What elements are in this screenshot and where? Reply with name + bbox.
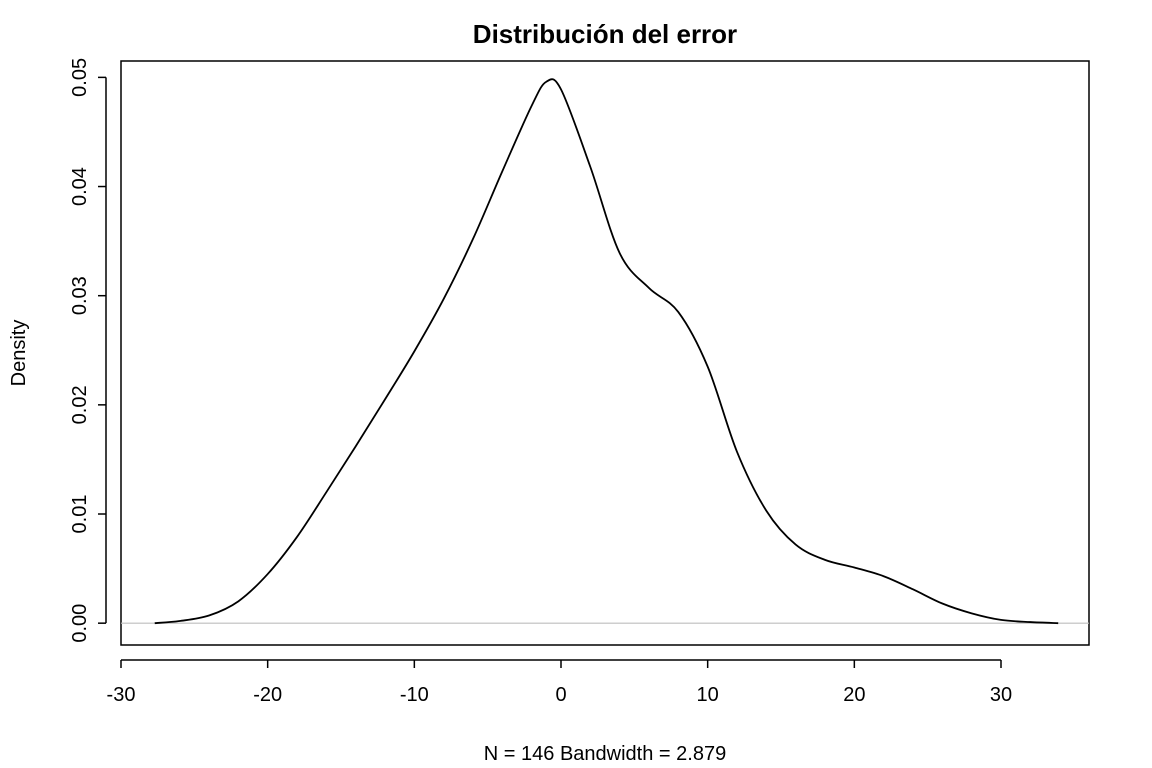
x-tick-label: 30: [990, 684, 1012, 706]
x-tick-label: 10: [697, 684, 719, 706]
y-tick-label: 0.01: [69, 495, 91, 534]
x-tick-label: -10: [400, 684, 429, 706]
y-axis: 0.00 0.01 0.02 0.03 0.04 0.05: [69, 58, 107, 643]
x-tick-label: -30: [107, 684, 136, 706]
density-curve: [154, 78, 1059, 625]
y-tick-label: 0.02: [69, 385, 91, 424]
x-axis: -30 -20 -10 0 10 20 30: [107, 659, 1012, 706]
y-tick-label: 0.00: [69, 604, 91, 643]
x-tick-label: -20: [253, 684, 282, 706]
chart-title: Distribución del error: [473, 19, 737, 49]
y-tick-label: 0.03: [69, 276, 91, 315]
y-axis-label: Density: [8, 320, 30, 387]
plot-frame: [120, 60, 1090, 646]
x-axis-label: N = 146 Bandwidth = 2.879: [484, 743, 726, 765]
x-tick-label: 20: [843, 684, 865, 706]
y-tick-label: 0.04: [69, 167, 91, 206]
y-tick-label: 0.05: [69, 58, 91, 97]
x-tick-label: 0: [555, 684, 566, 706]
